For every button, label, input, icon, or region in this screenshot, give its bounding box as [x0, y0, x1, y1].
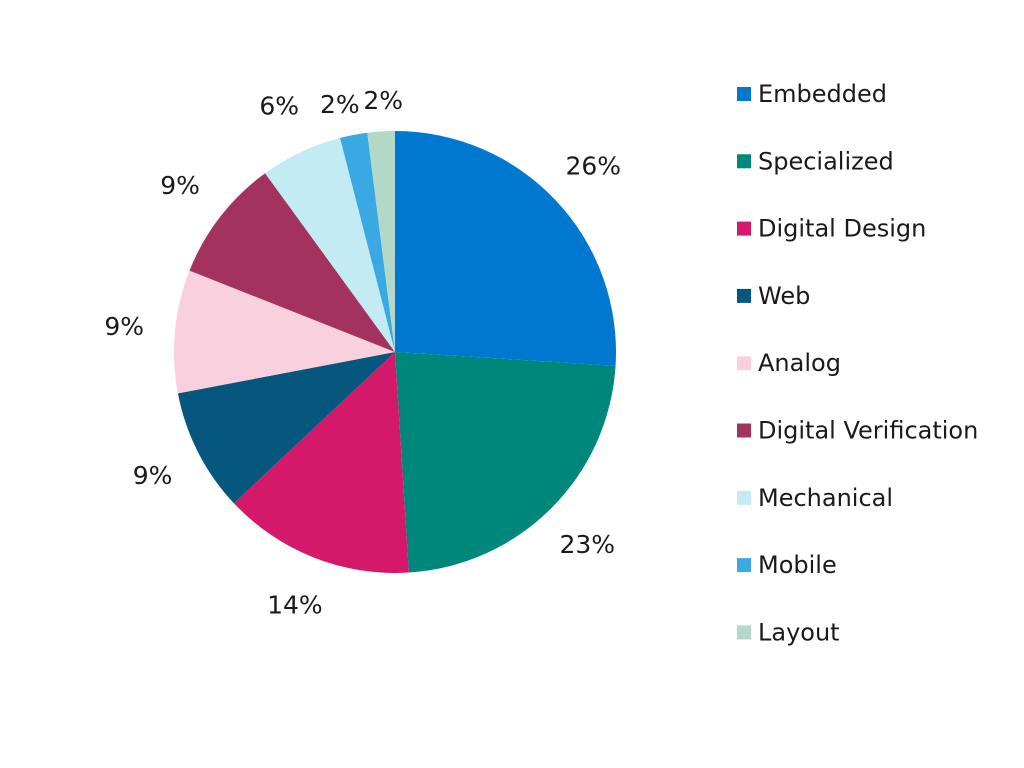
pie-slice-mobile: [340, 132, 395, 352]
legend-item-web: Web: [737, 282, 810, 310]
pie-slice-mechanical: [265, 137, 395, 352]
pie-slice-specialized: [395, 352, 616, 573]
legend-item-mobile: Mobile: [737, 551, 837, 579]
data-label-embedded: 26%: [566, 151, 622, 180]
legend: Embedded Specialized Digital Design Web Anal…: [737, 80, 978, 646]
pie-slice-layout: [367, 131, 395, 352]
legend-swatch: [737, 288, 751, 303]
legend-item-analog: Analog: [737, 349, 841, 377]
data-label-specialized: 23%: [560, 530, 616, 559]
pie-slice-analog: [173, 270, 395, 394]
legend-swatch: [737, 423, 751, 438]
legend-label: Web: [758, 282, 810, 310]
legend-swatch: [737, 356, 751, 371]
legend-item-mechanical: Mechanical: [737, 484, 893, 512]
legend-item-digital-design: Digital Design: [737, 215, 926, 243]
legend-label: Layout: [758, 618, 840, 646]
legend-label: Digital Design: [758, 215, 926, 243]
pie-slice-digital-design: [233, 352, 409, 573]
legend-swatch: [737, 154, 751, 169]
pie-slice-digital-verification: [189, 173, 395, 352]
legend-label: Digital Verification: [758, 417, 978, 445]
legend-label: Mobile: [758, 551, 837, 579]
legend-label: Specialized: [758, 147, 894, 175]
legend-item-specialized: Specialized: [737, 147, 894, 175]
legend-swatch: [737, 490, 751, 505]
legend-label: Analog: [758, 349, 841, 377]
legend-label: Embedded: [758, 80, 887, 108]
pie-labels: 26% 23% 14% 9% 9% 9% 6% 2% 2%: [104, 86, 621, 619]
pie-slice-embedded: [395, 131, 616, 366]
legend-item-digital-verification: Digital Verification: [737, 417, 978, 445]
data-label-layout: 2%: [363, 86, 403, 115]
legend-swatch: [737, 87, 751, 101]
data-label-mechanical: 6%: [259, 91, 299, 120]
data-label-digital-verification: 9%: [160, 171, 200, 200]
legend-swatch: [737, 221, 751, 236]
data-label-analog: 9%: [104, 312, 144, 341]
legend-swatch: [737, 558, 751, 573]
legend-item-layout: Layout: [737, 618, 840, 646]
data-label-mobile: 2%: [320, 90, 360, 119]
legend-item-embedded: Embedded: [737, 80, 887, 108]
legend-label: Mechanical: [758, 484, 893, 512]
data-label-digital-design: 14%: [267, 590, 323, 619]
pie-slices: [173, 131, 616, 573]
legend-swatch: [737, 625, 751, 640]
data-label-web: 9%: [133, 461, 173, 490]
pie-slice-web: [177, 352, 395, 504]
